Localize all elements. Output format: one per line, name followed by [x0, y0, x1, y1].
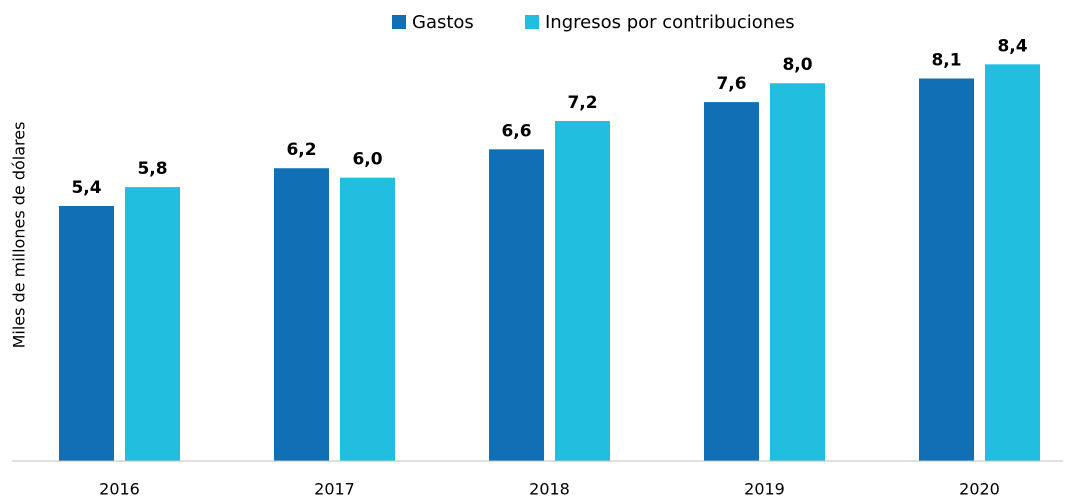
bar	[704, 102, 759, 461]
bar	[919, 78, 974, 461]
value-label: 6,0	[352, 150, 382, 170]
value-label: 8,0	[782, 55, 812, 75]
x-tick-label: 2016	[99, 480, 140, 499]
value-label: 8,1	[931, 51, 961, 71]
bar	[489, 149, 544, 462]
value-label: 8,4	[997, 36, 1027, 56]
value-label: 6,6	[501, 121, 531, 141]
x-tick-label: 2018	[529, 480, 570, 499]
bar	[59, 206, 114, 461]
value-label: 5,4	[71, 178, 101, 198]
bar	[770, 83, 825, 461]
y-axis-label: Miles de millones de dólares	[10, 122, 29, 349]
legend-label: Ingresos por contribuciones	[545, 12, 795, 33]
legend-swatch	[525, 15, 539, 29]
legend-swatch	[392, 15, 406, 29]
x-tick-label: 2019	[744, 480, 785, 499]
bar	[125, 187, 180, 461]
bar	[555, 121, 610, 461]
x-tick-label: 2017	[314, 480, 355, 499]
value-label: 7,2	[567, 93, 597, 113]
value-label: 6,2	[286, 140, 316, 160]
bar	[340, 177, 395, 461]
x-tick-label: 2020	[959, 480, 1000, 499]
value-label: 7,6	[716, 74, 746, 94]
value-label: 5,8	[137, 159, 167, 179]
bar	[985, 64, 1040, 461]
legend-label: Gastos	[412, 12, 474, 33]
bar	[274, 168, 329, 461]
